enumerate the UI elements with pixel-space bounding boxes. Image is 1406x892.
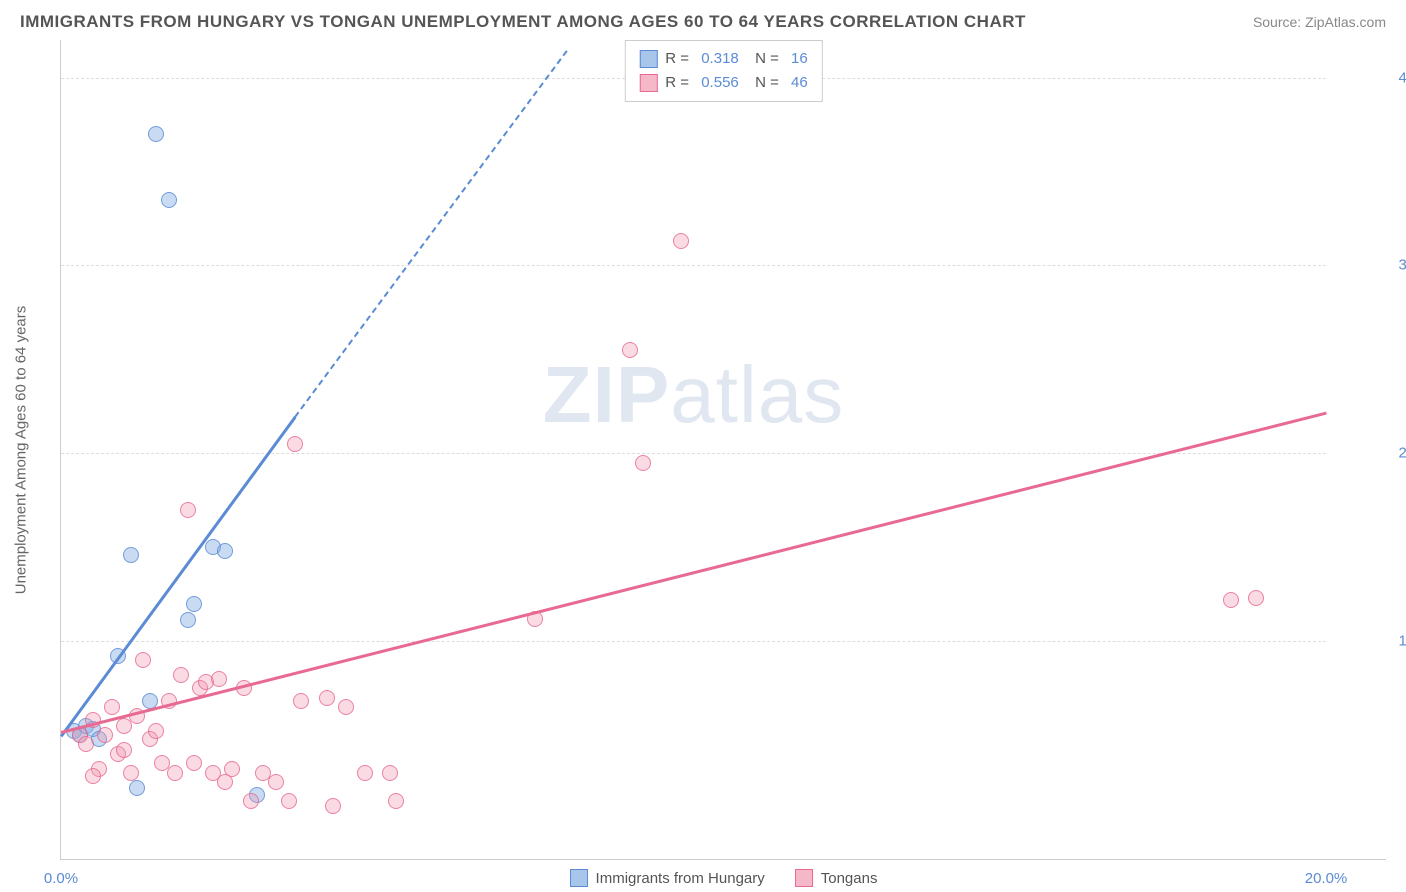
- data-point: [173, 667, 189, 683]
- data-point: [357, 765, 373, 781]
- legend-n-value: 16: [791, 47, 808, 71]
- data-point: [319, 690, 335, 706]
- watermark-light: atlas: [670, 350, 844, 439]
- correlation-legend: R = 0.318 N = 16R = 0.556 N = 46: [624, 40, 822, 102]
- x-tick-label: 0.0%: [44, 870, 78, 887]
- data-point: [186, 755, 202, 771]
- data-point: [161, 192, 177, 208]
- gridline: [61, 265, 1326, 266]
- legend-r-label: R =: [665, 71, 693, 95]
- data-point: [338, 699, 354, 715]
- data-point: [180, 502, 196, 518]
- data-point: [167, 765, 183, 781]
- gridline: [61, 453, 1326, 454]
- data-point: [116, 742, 132, 758]
- legend-swatch: [639, 50, 657, 68]
- data-point: [148, 126, 164, 142]
- data-point: [287, 436, 303, 452]
- data-point: [224, 761, 240, 777]
- y-tick-label: 10.0%: [1398, 633, 1406, 650]
- y-tick-label: 40.0%: [1398, 69, 1406, 86]
- data-point: [217, 543, 233, 559]
- data-point: [211, 671, 227, 687]
- y-tick-label: 20.0%: [1398, 445, 1406, 462]
- data-point: [388, 793, 404, 809]
- legend-r-value: 0.556: [701, 71, 739, 95]
- x-tick-label: 20.0%: [1305, 870, 1348, 887]
- trend-line-dashed: [294, 50, 568, 418]
- trend-line: [61, 412, 1327, 734]
- legend-swatch: [639, 74, 657, 92]
- data-point: [281, 793, 297, 809]
- watermark: ZIPatlas: [543, 349, 844, 441]
- data-point: [382, 765, 398, 781]
- legend-item: Immigrants from Hungary: [570, 869, 765, 887]
- series-legend: Immigrants from Hungary Tongans: [570, 869, 878, 887]
- plot-area: ZIPatlas: [61, 40, 1326, 829]
- chart-container: Unemployment Among Ages 60 to 64 years Z…: [60, 40, 1386, 860]
- watermark-bold: ZIP: [543, 350, 670, 439]
- data-point: [148, 723, 164, 739]
- data-point: [85, 768, 101, 784]
- legend-swatch: [795, 869, 813, 887]
- header: IMMIGRANTS FROM HUNGARY VS TONGAN UNEMPL…: [0, 0, 1406, 40]
- legend-r-value: 0.318: [701, 47, 739, 71]
- data-point: [123, 765, 139, 781]
- legend-n-label: N =: [747, 71, 783, 95]
- chart-title: IMMIGRANTS FROM HUNGARY VS TONGAN UNEMPL…: [20, 12, 1026, 32]
- legend-series-name: Immigrants from Hungary: [596, 870, 765, 887]
- data-point: [129, 780, 145, 796]
- data-point: [243, 793, 259, 809]
- y-tick-label: 30.0%: [1398, 257, 1406, 274]
- data-point: [622, 342, 638, 358]
- data-point: [135, 652, 151, 668]
- source-label: Source: ZipAtlas.com: [1253, 14, 1386, 30]
- y-axis-label: Unemployment Among Ages 60 to 64 years: [13, 305, 30, 594]
- data-point: [78, 736, 94, 752]
- data-point: [635, 455, 651, 471]
- data-point: [268, 774, 284, 790]
- legend-row: R = 0.318 N = 16: [639, 47, 807, 71]
- data-point: [123, 547, 139, 563]
- data-point: [1248, 590, 1264, 606]
- legend-r-label: R =: [665, 47, 693, 71]
- legend-swatch: [570, 869, 588, 887]
- trend-line: [60, 416, 296, 737]
- data-point: [1223, 592, 1239, 608]
- data-point: [186, 596, 202, 612]
- legend-n-label: N =: [747, 47, 783, 71]
- gridline: [61, 641, 1326, 642]
- legend-row: R = 0.556 N = 46: [639, 71, 807, 95]
- data-point: [293, 693, 309, 709]
- legend-n-value: 46: [791, 71, 808, 95]
- data-point: [325, 798, 341, 814]
- legend-item: Tongans: [795, 869, 878, 887]
- data-point: [97, 727, 113, 743]
- legend-series-name: Tongans: [821, 870, 878, 887]
- data-point: [180, 612, 196, 628]
- data-point: [104, 699, 120, 715]
- data-point: [673, 233, 689, 249]
